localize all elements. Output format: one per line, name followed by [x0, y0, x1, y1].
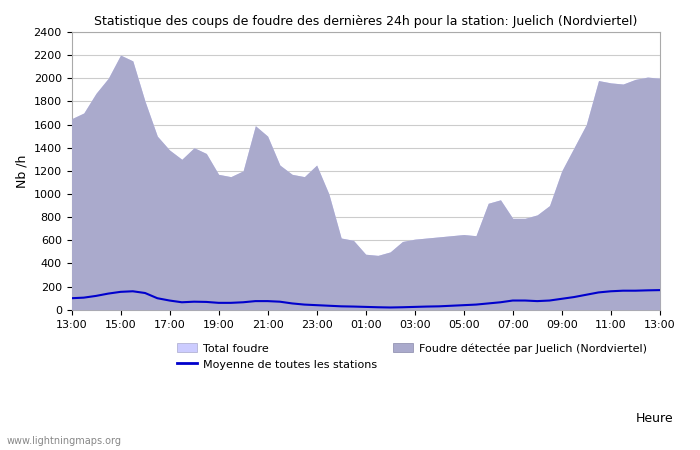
- Text: Heure: Heure: [636, 412, 673, 425]
- Legend: Total foudre, Moyenne de toutes les stations, Foudre détectée par Juelich (Nordv: Total foudre, Moyenne de toutes les stat…: [177, 343, 647, 369]
- Title: Statistique des coups de foudre des dernières 24h pour la station: Juelich (Nord: Statistique des coups de foudre des dern…: [94, 15, 638, 28]
- Text: www.lightningmaps.org: www.lightningmaps.org: [7, 436, 122, 446]
- Y-axis label: Nb /h: Nb /h: [15, 154, 28, 188]
